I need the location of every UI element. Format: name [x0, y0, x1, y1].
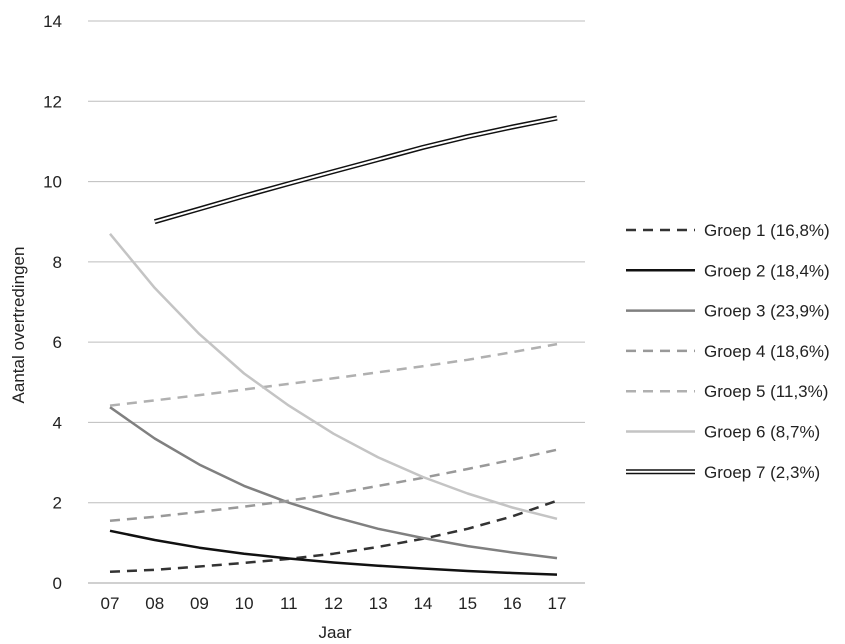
legend-label: Groep 4 (18,6%)	[704, 342, 830, 361]
legend-item: Groep 3 (23,9%)	[626, 302, 830, 321]
x-tick-label: 17	[548, 594, 567, 613]
legend-label: Groep 5 (11,3%)	[704, 382, 828, 401]
series-7	[154, 115, 558, 225]
x-tick-label: 08	[145, 594, 164, 613]
x-tick-label: 07	[101, 594, 120, 613]
legend-label: Groep 3 (23,9%)	[704, 302, 830, 321]
x-axis-label: Jaar	[318, 623, 351, 642]
x-axis-ticks: 07 08 09 10 11 12 13 14 15 16 17	[101, 594, 567, 613]
series-5	[109, 342, 558, 407]
legend-item: Groep 5 (11,3%)	[626, 382, 828, 401]
y-tick-label: 2	[53, 494, 62, 513]
legend-label: Groep 6 (8,7%)	[704, 423, 820, 442]
legend-item: Groep 1 (16,8%)	[626, 221, 830, 240]
legend-item: Groep 7 (2,3%)	[626, 463, 820, 482]
legend-item: Groep 2 (18,4%)	[626, 261, 830, 280]
legend: Groep 1 (16,8%) Groep 2 (18,4%) Groep 3 (2…	[626, 221, 830, 482]
series-4	[109, 448, 558, 523]
legend-item: Groep 4 (18,6%)	[626, 342, 830, 361]
series-line	[109, 499, 558, 574]
series-line-outer	[154, 115, 558, 225]
gridlines	[88, 20, 585, 584]
series-line	[109, 342, 558, 407]
series-3	[109, 406, 558, 560]
legend-label: Groep 1 (16,8%)	[704, 221, 830, 240]
x-tick-label: 10	[235, 594, 254, 613]
y-axis-ticks: 0 2 4 6 8 10 12 14	[43, 12, 62, 593]
legend-item: Groep 6 (8,7%)	[626, 423, 820, 442]
x-tick-label: 13	[369, 594, 388, 613]
x-tick-label: 09	[190, 594, 209, 613]
x-tick-label: 11	[280, 594, 298, 613]
legend-label: Groep 7 (2,3%)	[704, 463, 820, 482]
y-axis-label: Aantal overtredingen	[9, 247, 28, 404]
y-tick-label: 6	[53, 333, 62, 352]
y-tick-label: 14	[43, 12, 62, 31]
series-line	[109, 233, 558, 521]
y-tick-label: 10	[43, 173, 62, 192]
y-tick-label: 4	[53, 413, 62, 432]
y-tick-label: 12	[43, 92, 62, 111]
series-2	[109, 529, 558, 576]
series-line-inner	[154, 117, 558, 223]
legend-label: Groep 2 (18,4%)	[704, 261, 830, 280]
series-line	[109, 448, 558, 523]
x-tick-label: 12	[324, 594, 343, 613]
series-lines	[109, 115, 558, 576]
y-tick-label: 8	[53, 253, 62, 272]
series-line	[109, 529, 558, 576]
series-1	[109, 499, 558, 574]
x-tick-label: 16	[503, 594, 522, 613]
series-line	[109, 406, 558, 560]
x-tick-label: 14	[413, 594, 432, 613]
y-tick-label: 0	[53, 574, 62, 593]
x-tick-label: 15	[458, 594, 477, 613]
series-6	[109, 233, 558, 521]
